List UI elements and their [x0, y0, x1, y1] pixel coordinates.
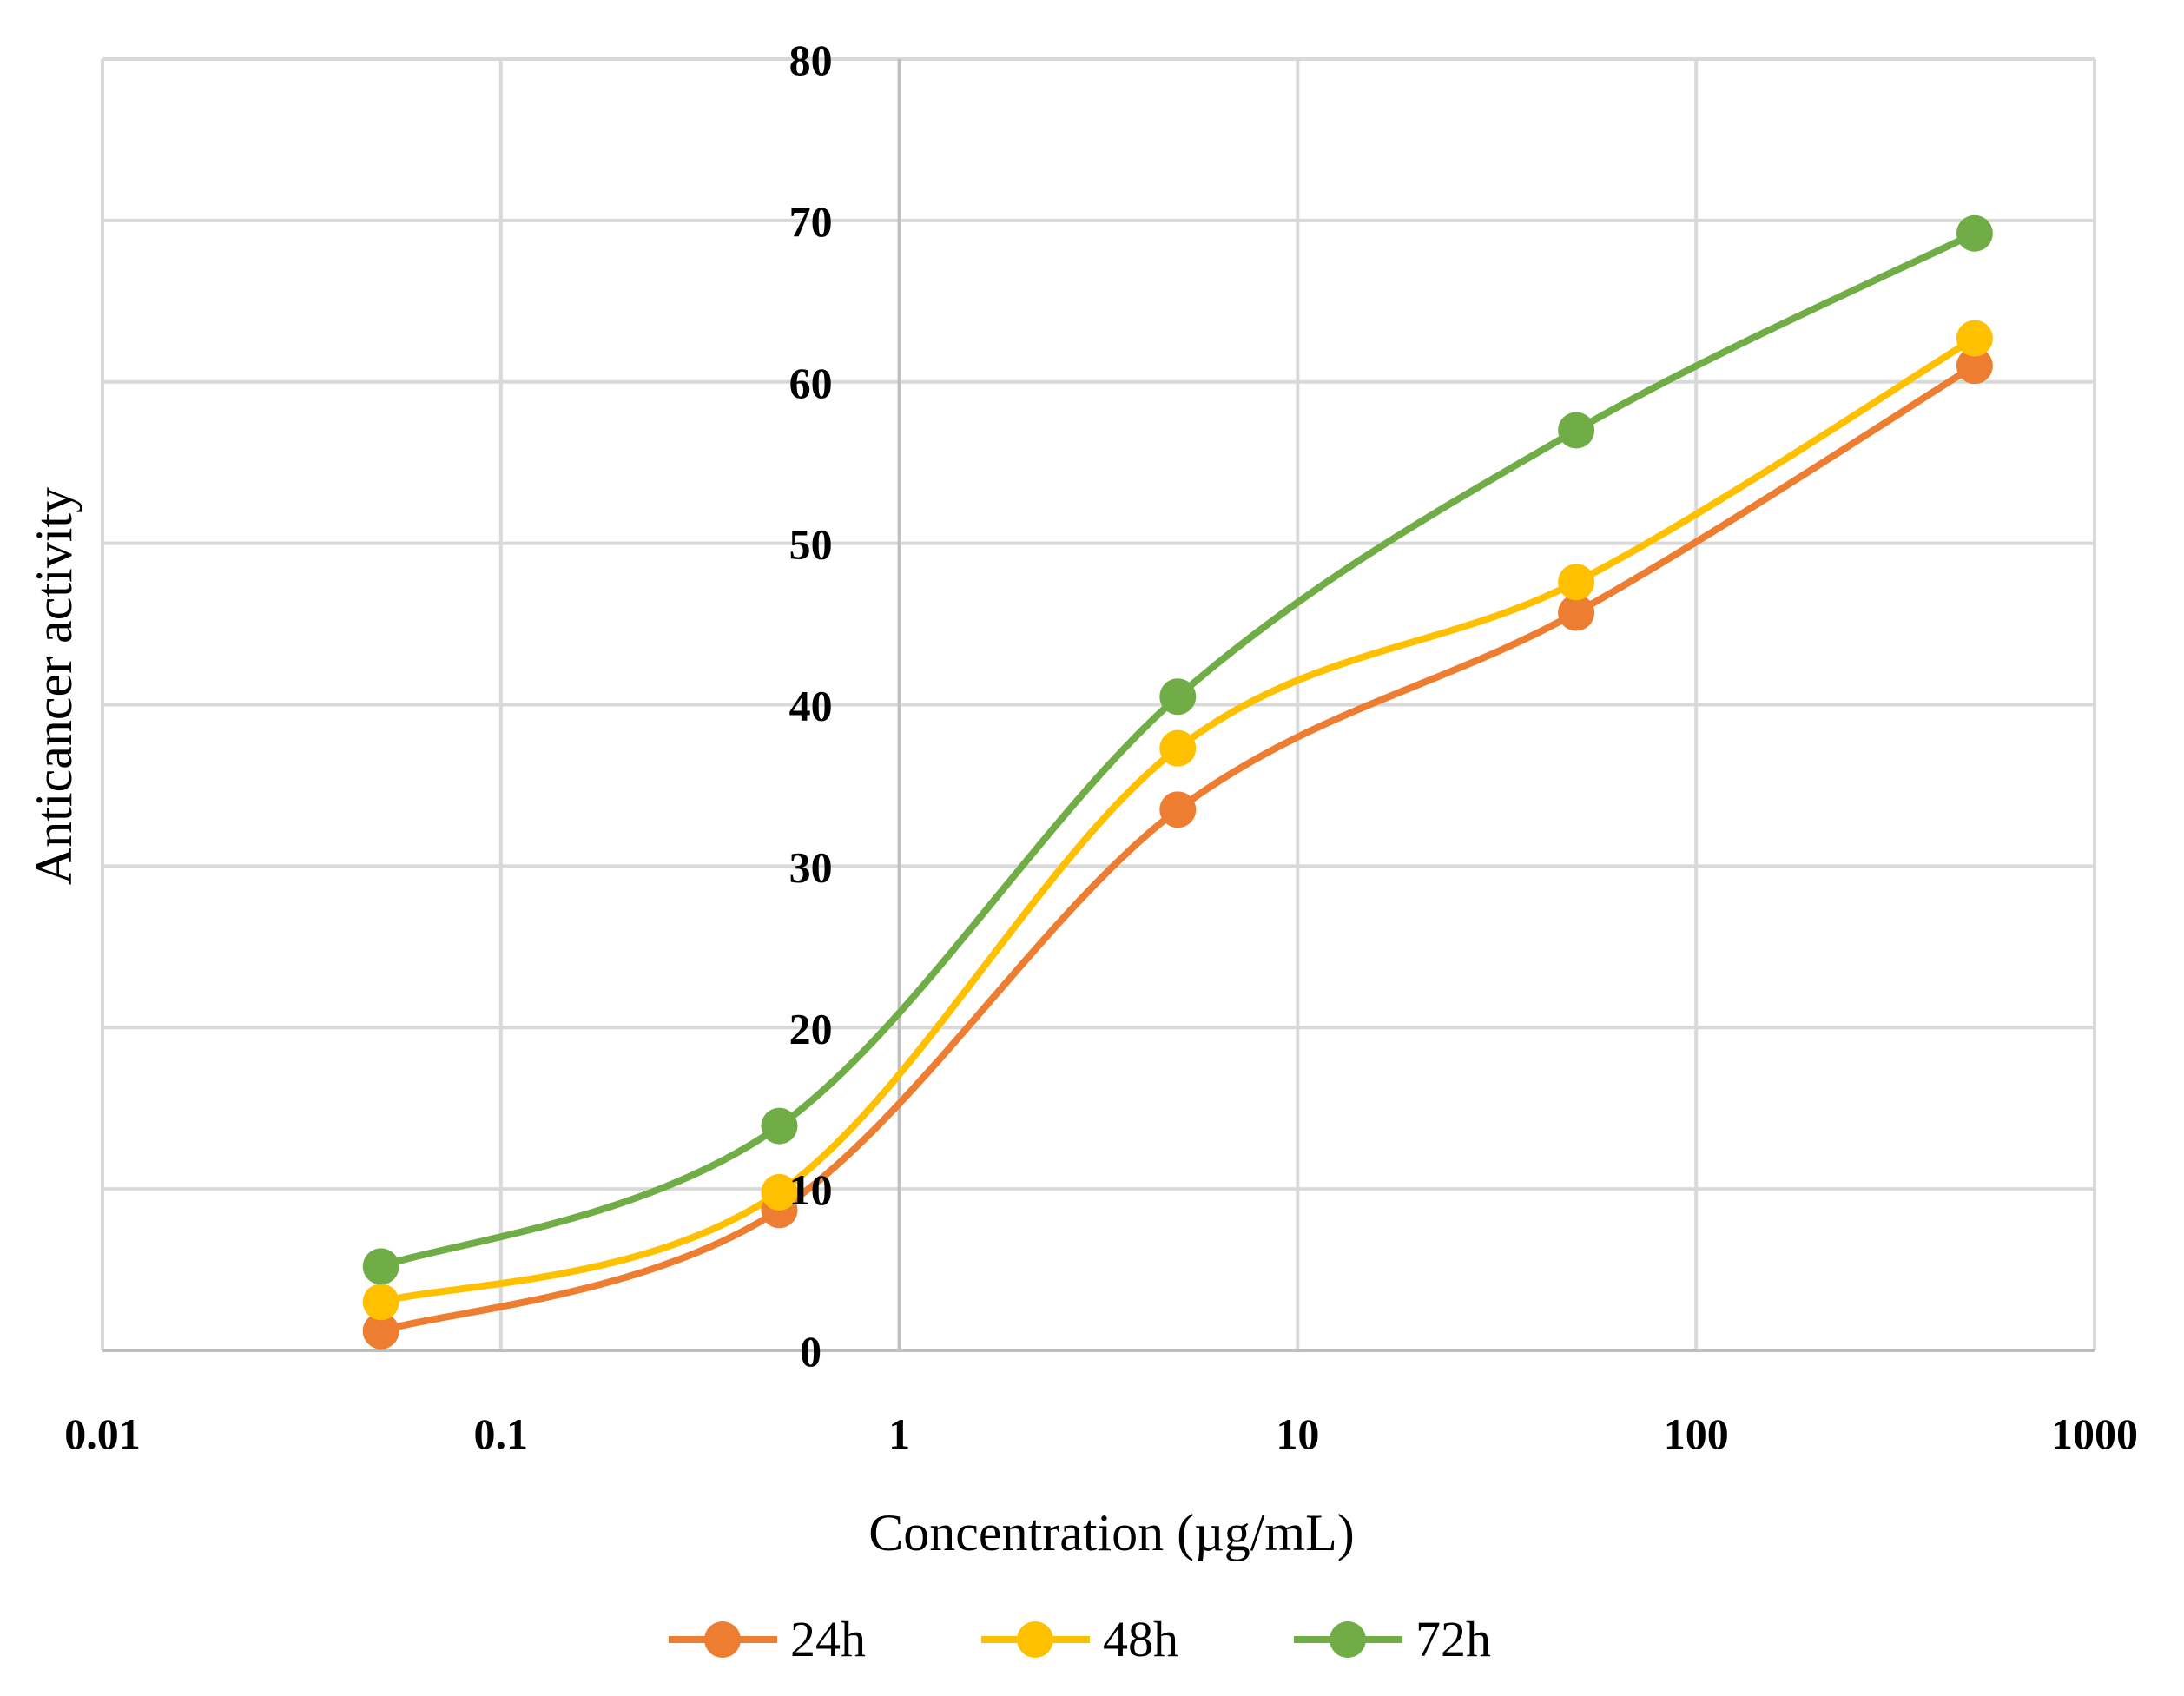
y-tick-label: 30: [789, 842, 833, 891]
tick-labels: 0 10 20 30 40 50 60 70 80 0.01 0.1 1 10 100 1000: [64, 36, 2138, 1458]
data-point-72h: [1159, 678, 1197, 716]
data-point-48h: [362, 1284, 399, 1321]
data-point-72h: [362, 1248, 399, 1285]
y-tick-label: 80: [789, 36, 833, 84]
data-point-72h: [1558, 412, 1595, 449]
gridlines: [101, 57, 2096, 1350]
legend-marker-48h: [1017, 1621, 1053, 1658]
data-point-72h: [761, 1107, 798, 1145]
data-point-48h: [1956, 320, 1993, 357]
data-point-72h: [1956, 214, 1993, 252]
x-tick-label: 100: [1664, 1409, 1729, 1458]
legend: 24h 48h 72h: [669, 1611, 1491, 1667]
x-tick-label: 1000: [2051, 1409, 2138, 1458]
y-tick-label: 0: [800, 1327, 821, 1376]
data-point-48h: [1159, 729, 1197, 767]
x-tick-label: 1: [888, 1409, 910, 1458]
x-tick-label: 10: [1276, 1409, 1319, 1458]
x-tick-label: 0.1: [474, 1409, 529, 1458]
y-tick-label: 10: [789, 1165, 833, 1214]
data-point-48h: [761, 1173, 798, 1211]
legend-label-48h: 48h: [1103, 1611, 1178, 1667]
data-point-48h: [1558, 564, 1595, 601]
x-tick-label: 0.01: [64, 1409, 141, 1458]
y-tick-label: 50: [789, 520, 833, 569]
y-tick-label: 20: [789, 1004, 833, 1053]
y-axis-title: Anticancer activity: [25, 487, 82, 885]
legend-label-24h: 24h: [790, 1611, 866, 1667]
series-lines: [362, 214, 1993, 1350]
legend-label-72h: 72h: [1415, 1611, 1491, 1667]
legend-marker-24h: [704, 1621, 741, 1658]
x-axis-title: Concentration (µg/mL): [868, 1504, 1354, 1561]
legend-marker-72h: [1330, 1621, 1366, 1658]
data-point-24h: [1159, 791, 1197, 828]
y-tick-label: 70: [789, 197, 833, 246]
data-point-24h: [1956, 347, 1993, 385]
axes: [102, 59, 2095, 1352]
data-point-24h: [1558, 594, 1595, 631]
y-tick-label: 40: [789, 682, 833, 730]
data-point-24h: [362, 1312, 399, 1350]
y-tick-label: 60: [789, 359, 833, 407]
